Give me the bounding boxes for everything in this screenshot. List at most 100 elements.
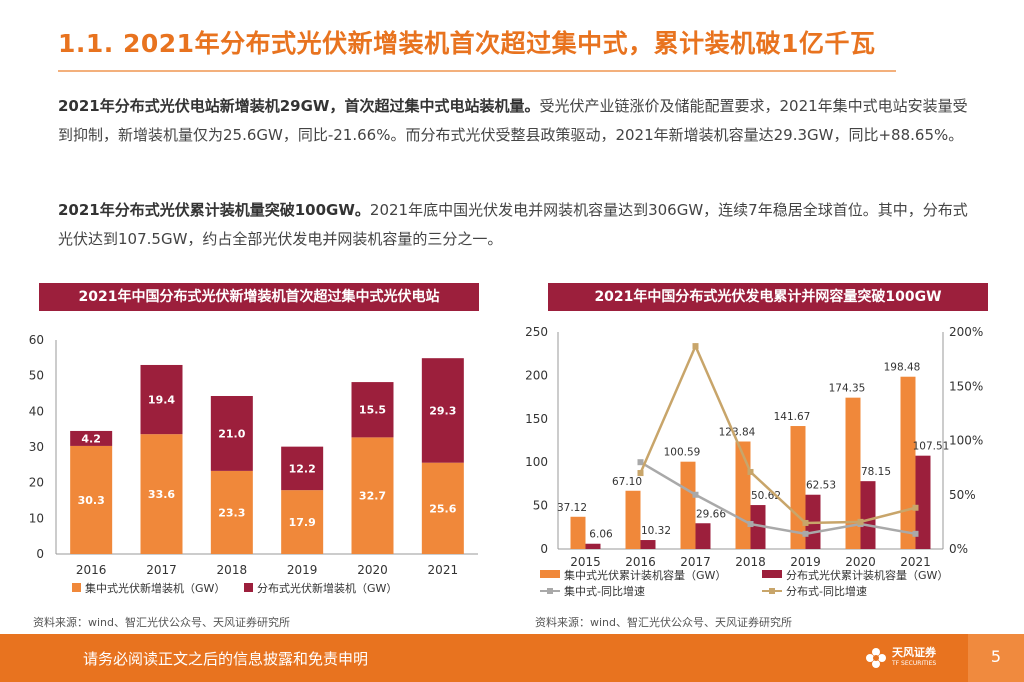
x-tick-label: 2020 [357, 563, 388, 577]
line-point [857, 518, 864, 525]
bar [915, 455, 931, 549]
bar-value-label: 174.35 [829, 383, 866, 395]
y-tick-label: 150 [525, 412, 548, 426]
bar [695, 523, 711, 549]
y-tick-label: 10 [29, 511, 44, 525]
chart-2-bar-line: 0 50 100 150 200 250 0% 50% 100% 150% 200% 37.12 6.0… [525, 325, 983, 598]
line-point [912, 530, 919, 537]
bar-segment [421, 358, 464, 463]
y2-tick-label: 100% [949, 434, 983, 448]
bar-segment [351, 382, 394, 438]
bar-segment [70, 430, 113, 446]
line-point [802, 519, 809, 526]
bar-segment [421, 462, 464, 554]
bar-value-label: 107.51 [913, 441, 950, 453]
page-title: 1.1. 2021年分布式光伏新增装机首次超过集中式，累计装机破1亿千瓦 [58, 29, 876, 58]
y2-tick-label: 0% [949, 542, 968, 556]
footer-bar: 请务必阅读正文之后的信息披露和免责申明 天风证券 TF SECURITIES 5 [0, 634, 1024, 682]
y-tick-label: 250 [525, 325, 548, 339]
bar-value-label: 37.12 [557, 502, 587, 514]
bar-value-label: 62.53 [806, 480, 836, 492]
tf-logo-icon [866, 648, 886, 668]
y-tick-label: 0 [36, 547, 44, 561]
bar-segment [210, 470, 253, 554]
x-tick-label: 2021 [428, 563, 459, 577]
title-divider [58, 70, 896, 72]
bar-value-label: 15.5 [359, 404, 386, 417]
x-tick-label: 2016 [625, 555, 656, 569]
y-tick-label: 40 [29, 404, 44, 418]
bar-value-label: 21.0 [218, 427, 245, 440]
line-point [802, 530, 809, 537]
y-tick-label: 60 [29, 333, 44, 347]
page-number: 5 [990, 647, 1002, 666]
bar-value-label: 17.9 [289, 516, 316, 529]
bar [625, 490, 641, 549]
bar-segment [351, 437, 394, 554]
chart-1-title: 2021年中国分布式光伏新增装机首次超过集中式光伏电站 [39, 283, 479, 311]
legend-swatch [540, 570, 560, 578]
bar [900, 376, 916, 549]
logo-subtitle: TF SECURITIES [892, 660, 937, 667]
bar-value-label: 67.10 [612, 476, 642, 488]
x-tick-label: 2015 [570, 555, 601, 569]
line-point [692, 491, 699, 498]
legend-label: 集中式光伏累计装机容量（GW） [564, 568, 726, 582]
bar-value-label: 29.66 [696, 508, 726, 520]
chart-1-source: 资料来源：wind、智汇光伏公众号、天风证券研究所 [33, 616, 291, 629]
bar [680, 461, 696, 549]
chart-2-title: 2021年中国分布式光伏发电累计并网容量突破100GW [548, 283, 988, 311]
x-tick-label: 2021 [900, 555, 931, 569]
legend-label: 分布式光伏累计装机容量（GW） [786, 568, 948, 582]
chart-2-source: 资料来源：wind、智汇光伏公众号、天风证券研究所 [535, 616, 793, 629]
logo-name: 天风证券 [892, 646, 936, 659]
paragraph-2-body: 2021年底中国光伏发电并网装机容量达到306GW，连续7年稳居全球首位。其中，… [58, 201, 968, 248]
y-tick-label: 50 [533, 499, 548, 513]
bar [860, 481, 876, 549]
bar-segment [281, 490, 324, 554]
bar-value-label: 141.67 [774, 411, 811, 423]
bar-value-label: 23.3 [218, 506, 245, 519]
bar [570, 516, 586, 549]
bar-value-label: 32.7 [359, 490, 386, 503]
bar-value-label: 19.4 [148, 394, 175, 407]
y-tick-label: 0 [540, 542, 548, 556]
bar-value-label: 33.6 [148, 488, 175, 501]
bar-segment [70, 445, 113, 554]
paragraph-2: 2021年分布式光伏累计装机量突破100GW。2021年底中国光伏发电并网装机容… [58, 196, 978, 254]
x-tick-label: 2016 [76, 563, 107, 577]
legend-label: 集中式-同比增速 [564, 584, 645, 598]
legend-label: 分布式光伏新增装机（GW） [257, 581, 397, 595]
legend-swatch [762, 570, 782, 578]
bar [640, 540, 656, 549]
line-point [747, 468, 754, 475]
paragraph-1-lead: 2021年分布式光伏电站新增装机29GW，首次超过集中式电站装机量。 [58, 97, 540, 115]
series-line [639, 461, 916, 536]
line-point [912, 504, 919, 511]
bar-segment [281, 446, 324, 491]
y-tick-label: 50 [29, 369, 44, 383]
x-tick-label: 2019 [790, 555, 821, 569]
x-tick-label: 2019 [287, 563, 318, 577]
x-tick-label: 2020 [845, 555, 876, 569]
bar-value-label: 12.2 [289, 462, 316, 475]
bar-segment [140, 364, 183, 435]
bar-value-label: 4.2 [81, 432, 101, 445]
bar-value-label: 78.15 [861, 466, 891, 478]
y-tick-label: 30 [29, 440, 44, 454]
paragraph-1: 2021年分布式光伏电站新增装机29GW，首次超过集中式电站装机量。受光伏产业链… [58, 92, 978, 150]
line-point [637, 470, 644, 477]
bar-value-label: 30.3 [78, 494, 105, 507]
bar-segment [140, 434, 183, 554]
bar-segment [210, 395, 253, 471]
line-point [637, 459, 644, 466]
y2-tick-label: 200% [949, 325, 983, 339]
legend-label: 集中式光伏新增装机（GW） [85, 581, 225, 595]
y-tick-label: 20 [29, 476, 44, 490]
y2-tick-label: 50% [949, 488, 976, 502]
bar-value-label: 25.6 [429, 502, 456, 515]
bar-value-label: 6.06 [589, 529, 613, 541]
legend-marker [769, 588, 775, 594]
bar [585, 543, 601, 549]
chart-1-stacked-bar: 0 10 20 30 40 50 60 30.3 4.2 2016 33.6 19.4 2017 23.3… [29, 333, 478, 595]
